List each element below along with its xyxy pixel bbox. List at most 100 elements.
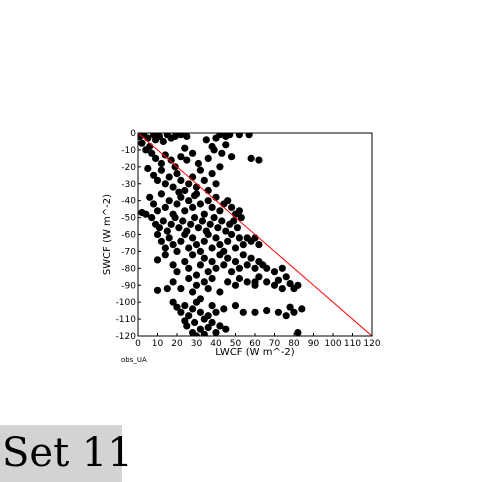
data-point	[189, 288, 197, 296]
data-point	[157, 159, 165, 168]
data-point	[274, 276, 282, 284]
data-point	[189, 149, 197, 157]
data-point	[189, 305, 197, 313]
data-point	[181, 317, 189, 325]
data-point	[148, 214, 156, 222]
data-point	[202, 136, 210, 144]
y-tick-label: -90	[121, 281, 136, 291]
data-point	[187, 220, 195, 228]
data-point	[159, 217, 167, 225]
data-point	[210, 214, 218, 222]
data-point	[200, 210, 208, 218]
data-point	[245, 133, 253, 139]
data-point	[216, 207, 224, 215]
data-point	[192, 183, 201, 191]
data-point	[263, 264, 271, 272]
data-point	[228, 203, 236, 211]
data-point	[148, 149, 156, 157]
data-point	[228, 153, 236, 161]
x-tick-label: 40	[210, 339, 222, 349]
data-point	[169, 241, 177, 249]
y-tick-label: -30	[121, 180, 136, 190]
data-point	[204, 154, 212, 162]
data-point	[142, 210, 150, 218]
data-point	[224, 237, 232, 245]
data-point	[216, 163, 224, 171]
data-point	[204, 312, 212, 320]
data-point	[165, 234, 173, 242]
data-point	[204, 285, 212, 293]
data-point	[171, 214, 179, 222]
data-point	[204, 268, 212, 276]
data-point	[146, 142, 154, 151]
y-tick-label: -80	[121, 264, 136, 274]
y-tick-label: -50	[121, 214, 136, 224]
y-tick-label: -40	[121, 197, 136, 207]
x-axis-ticks: 0 10 20 30 40 50 60 70 80 90 100 110 120	[135, 333, 381, 349]
data-point	[181, 258, 189, 266]
data-point	[212, 308, 220, 316]
x-tick-label: 60	[249, 339, 261, 349]
data-point	[290, 308, 298, 316]
data-point	[231, 258, 240, 266]
data-point	[191, 318, 199, 327]
data-point	[298, 305, 306, 313]
x-tick-label: 10	[152, 339, 164, 349]
data-point	[212, 193, 220, 201]
data-points	[138, 133, 306, 336]
data-point	[177, 308, 185, 316]
data-point	[177, 193, 185, 201]
data-point	[255, 273, 263, 281]
data-point	[204, 197, 212, 205]
set-badge: Set 11	[0, 425, 133, 482]
data-point	[237, 214, 245, 222]
data-point	[210, 146, 218, 154]
data-point	[251, 278, 259, 286]
data-point	[194, 159, 202, 168]
data-point	[274, 308, 282, 316]
data-point	[235, 264, 243, 272]
data-point	[173, 303, 181, 311]
data-point	[255, 156, 263, 164]
data-point	[169, 298, 177, 306]
data-point	[200, 278, 208, 286]
data-point	[251, 234, 259, 242]
data-point	[239, 308, 247, 316]
x-tick-label: 90	[308, 339, 320, 349]
data-point	[208, 170, 216, 178]
data-point	[230, 217, 238, 225]
data-point	[200, 254, 208, 262]
data-point	[220, 261, 228, 269]
y-tick-label: -120	[116, 332, 137, 342]
data-point	[235, 133, 243, 139]
y-axis-label: SWCF (W m^-2)	[102, 194, 113, 275]
data-point	[159, 137, 167, 146]
x-tick-label: 100	[324, 339, 341, 349]
data-point	[181, 186, 189, 195]
data-point	[204, 186, 212, 195]
data-point	[231, 302, 240, 310]
data-point	[206, 220, 214, 228]
x-tick-label: 30	[191, 339, 203, 349]
data-point	[177, 285, 185, 293]
data-point	[183, 156, 191, 164]
data-point	[196, 200, 204, 208]
data-point	[183, 133, 191, 140]
data-point	[208, 258, 216, 266]
y-axis-ticks: 0 -10 -20 -30 -40 -50 -60 -70 -80 -90 -100 -110 -120	[116, 129, 141, 342]
data-point	[144, 164, 152, 173]
data-point	[216, 133, 224, 139]
data-point	[150, 171, 158, 179]
data-point	[163, 285, 171, 293]
x-tick-label: 50	[230, 339, 242, 349]
data-point	[185, 264, 193, 272]
data-point	[169, 183, 177, 191]
data-point	[214, 224, 222, 232]
data-point	[165, 173, 173, 181]
data-point	[181, 230, 189, 239]
data-point	[196, 308, 204, 316]
data-point	[189, 251, 197, 259]
dataset-annotation: obs_UA	[121, 356, 147, 364]
data-point	[189, 203, 197, 211]
data-point	[243, 278, 251, 286]
